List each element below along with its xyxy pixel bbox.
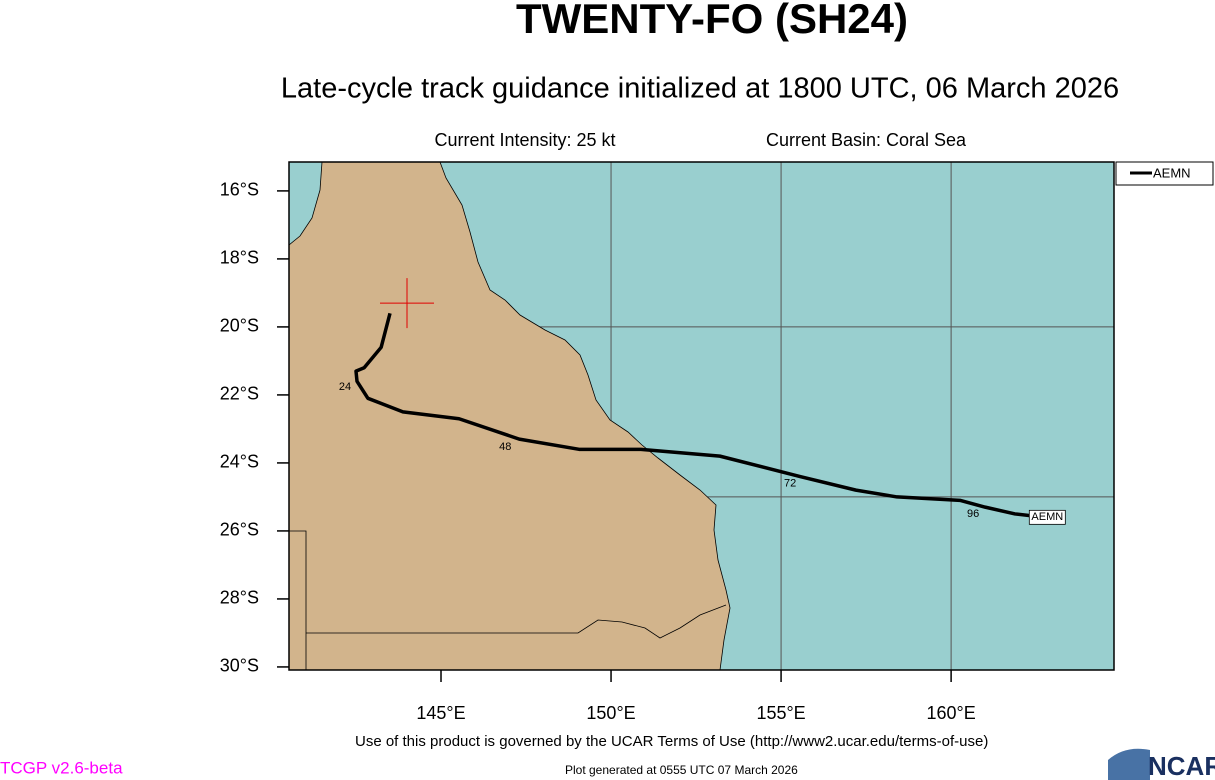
- basin: Current Basin: Coral Sea: [766, 130, 967, 150]
- y-tick-label: 26°S: [220, 520, 259, 540]
- x-tick-label: 160°E: [926, 703, 975, 723]
- y-tick-label: 16°S: [220, 180, 259, 200]
- logo: NCAR: [1148, 751, 1215, 780]
- end-label-box: [1028, 509, 1066, 525]
- end-label: AEMN: [1031, 511, 1063, 523]
- legend-box: [1115, 161, 1214, 186]
- x-tick-label: 155°E: [756, 703, 805, 723]
- terms: Use of this product is governed by the U…: [355, 733, 988, 750]
- x-tick-label: 150°E: [586, 703, 635, 723]
- land: [289, 162, 731, 670]
- title: TWENTY-FO (SH24): [516, 0, 908, 42]
- hour-label: 96: [967, 508, 979, 520]
- track: [354, 312, 1046, 520]
- y-tick-label: 18°S: [220, 248, 259, 268]
- y-tick-label: 24°S: [220, 452, 259, 472]
- logo-swoosh: [1108, 748, 1150, 780]
- subtitle: Late-cycle track guidance initialized at…: [281, 73, 1119, 105]
- x-tick-label: 145°E: [416, 703, 465, 723]
- map-frame: [288, 161, 1115, 671]
- version: TCGP v2.6-beta: [0, 758, 123, 777]
- legend-label: AEMN: [1153, 165, 1191, 180]
- intensity: Current Intensity: 25 kt: [434, 130, 615, 150]
- hour-label: 72: [784, 477, 796, 489]
- y-tick-label: 22°S: [220, 384, 259, 404]
- generated: Plot generated at 0555 UTC 07 March 2026: [565, 763, 798, 777]
- y-tick-label: 30°S: [220, 656, 259, 676]
- y-tick-label: 28°S: [220, 588, 259, 608]
- hour-label: 24: [339, 381, 351, 393]
- y-tick-label: 20°S: [220, 316, 259, 336]
- hour-label: 48: [499, 441, 511, 453]
